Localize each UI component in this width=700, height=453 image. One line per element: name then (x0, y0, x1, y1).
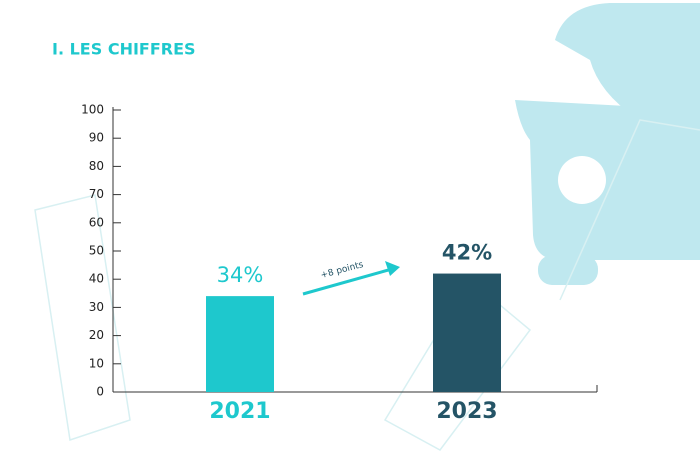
x-tick-label: 2021 (209, 399, 270, 424)
y-tick-label: 10 (89, 356, 104, 370)
y-tick-label: 80 (89, 159, 104, 173)
bar (206, 296, 274, 392)
y-tick-label: 0 (96, 385, 104, 399)
car-roof (555, 3, 700, 120)
y-tick-label: 50 (89, 244, 104, 258)
y-tick-label: 30 (89, 300, 104, 314)
arrow-head (385, 261, 400, 276)
arrow-shaft (302, 267, 393, 296)
y-tick-label: 70 (89, 187, 104, 201)
y-tick-label: 60 (89, 215, 104, 229)
y-tick-label: 90 (89, 131, 104, 145)
value-label: 34% (217, 263, 264, 287)
y-tick-label: 100 (81, 103, 104, 117)
value-label: 42% (442, 241, 492, 265)
car-body (515, 100, 700, 260)
chart-title: I. LES CHIFFRES (52, 40, 196, 59)
car-wheel (538, 255, 598, 285)
car-decoration (515, 3, 700, 285)
car-light (558, 156, 606, 204)
y-tick-label: 20 (89, 328, 104, 342)
y-tick-label: 40 (89, 272, 104, 286)
x-tick-label: 2023 (436, 399, 497, 424)
bar (433, 273, 501, 392)
